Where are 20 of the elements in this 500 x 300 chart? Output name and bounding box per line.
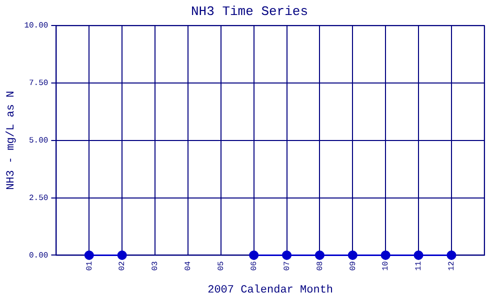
x-tick-label: 03: [151, 261, 160, 271]
chart-title: NH3 Time Series: [190, 4, 308, 20]
y-tick-label: 5.00: [29, 136, 48, 146]
x-tick-label: 02: [118, 261, 128, 271]
x-tick-label: 05: [217, 261, 226, 271]
y-tick-label: 7.50: [29, 79, 48, 88]
y-axis-title: NH3 - mg/L as N: [6, 90, 18, 190]
x-tick-label: 10: [382, 261, 391, 271]
x-tick-label: 07: [282, 261, 292, 271]
x-tick-label: 06: [250, 261, 259, 271]
x-axis-title: 2007 Calendar Month: [208, 284, 334, 296]
x-tick-label: 04: [184, 261, 194, 271]
x-tick-label: 09: [348, 261, 358, 271]
y-tick-label: 10.00: [24, 22, 48, 31]
x-tick-label: 08: [316, 261, 325, 271]
y-tick-label: 2.50: [29, 194, 48, 203]
y-tick-label: 0.00: [29, 251, 48, 260]
x-tick-label: 11: [414, 261, 424, 271]
x-tick-label: 01: [85, 261, 94, 271]
x-tick-label: 12: [448, 261, 457, 271]
